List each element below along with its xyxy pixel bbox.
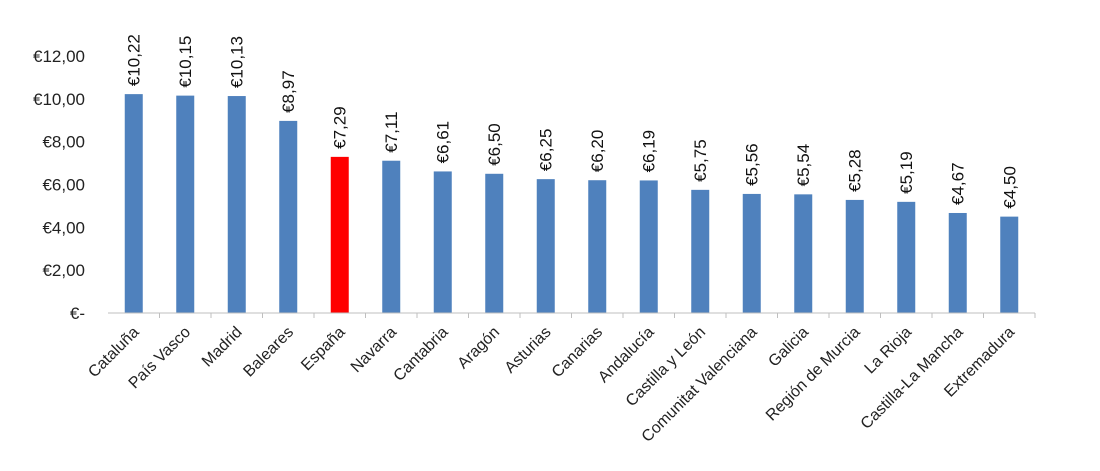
bar-6 (433, 171, 452, 313)
bar-15 (897, 201, 916, 313)
data-label: €5,56 (743, 143, 762, 186)
bar-7 (485, 173, 504, 313)
category-label: Región de Murcia (763, 324, 864, 425)
bar-16 (948, 212, 967, 313)
data-label: €5,75 (691, 139, 710, 182)
data-label: €5,28 (846, 149, 865, 192)
data-label: €6,25 (537, 129, 556, 172)
category-label: Cantabria (391, 324, 452, 385)
data-label: €5,54 (794, 144, 813, 187)
bar-9 (588, 180, 607, 313)
bar-8 (536, 179, 555, 313)
bar-10 (639, 180, 658, 313)
data-label: €6,61 (434, 121, 453, 164)
data-label: €7,29 (331, 106, 350, 149)
bar-3 (279, 120, 298, 313)
category-label: Navarra (348, 324, 400, 376)
bar-13 (794, 194, 813, 313)
bar-12 (742, 193, 761, 313)
y-tick-label: €4,00 (42, 218, 85, 237)
data-label: €10,22 (125, 34, 144, 86)
y-axis: €- €2,00 €4,00 €6,00 €8,00 €10,00 €12,00 (33, 47, 85, 323)
data-label: €6,20 (588, 130, 607, 173)
data-label: €8,97 (279, 70, 298, 113)
bar-17 (1000, 216, 1019, 313)
bar-4 (330, 156, 349, 313)
data-label: €6,50 (485, 123, 504, 166)
y-tick-label: €- (70, 304, 85, 323)
y-tick-label: €6,00 (42, 176, 85, 195)
bars (124, 94, 1019, 313)
bar-11 (691, 189, 710, 313)
bar-0 (124, 94, 143, 313)
bar-14 (845, 199, 864, 313)
y-tick-label: €10,00 (33, 90, 85, 109)
category-label: España (298, 324, 348, 374)
data-labels: €10,22 €10,15 €10,13 €8,97 €7,29 €7,11 €6,61 €6… (125, 34, 1020, 209)
data-label: €7,11 (382, 111, 401, 152)
category-label: Galicia (765, 324, 812, 371)
y-tick-label: €12,00 (33, 47, 85, 66)
data-label: €4,50 (1000, 166, 1019, 209)
data-label: €5,19 (897, 151, 916, 194)
category-label: Madrid (199, 324, 246, 371)
data-label: €10,13 (228, 36, 247, 88)
y-tick-label: €2,00 (42, 261, 85, 280)
y-tick-label: €8,00 (42, 133, 85, 152)
bar-5 (382, 160, 401, 313)
category-label: Asturias (502, 324, 555, 377)
data-label: €10,15 (176, 36, 195, 88)
data-label: €6,19 (640, 130, 659, 173)
bar-1 (176, 95, 195, 313)
bar-2 (227, 96, 246, 313)
category-label: La Rioja (862, 324, 916, 378)
category-label: Aragón (455, 324, 504, 373)
data-label: €4,67 (949, 162, 968, 205)
category-label: Baleares (240, 324, 297, 381)
